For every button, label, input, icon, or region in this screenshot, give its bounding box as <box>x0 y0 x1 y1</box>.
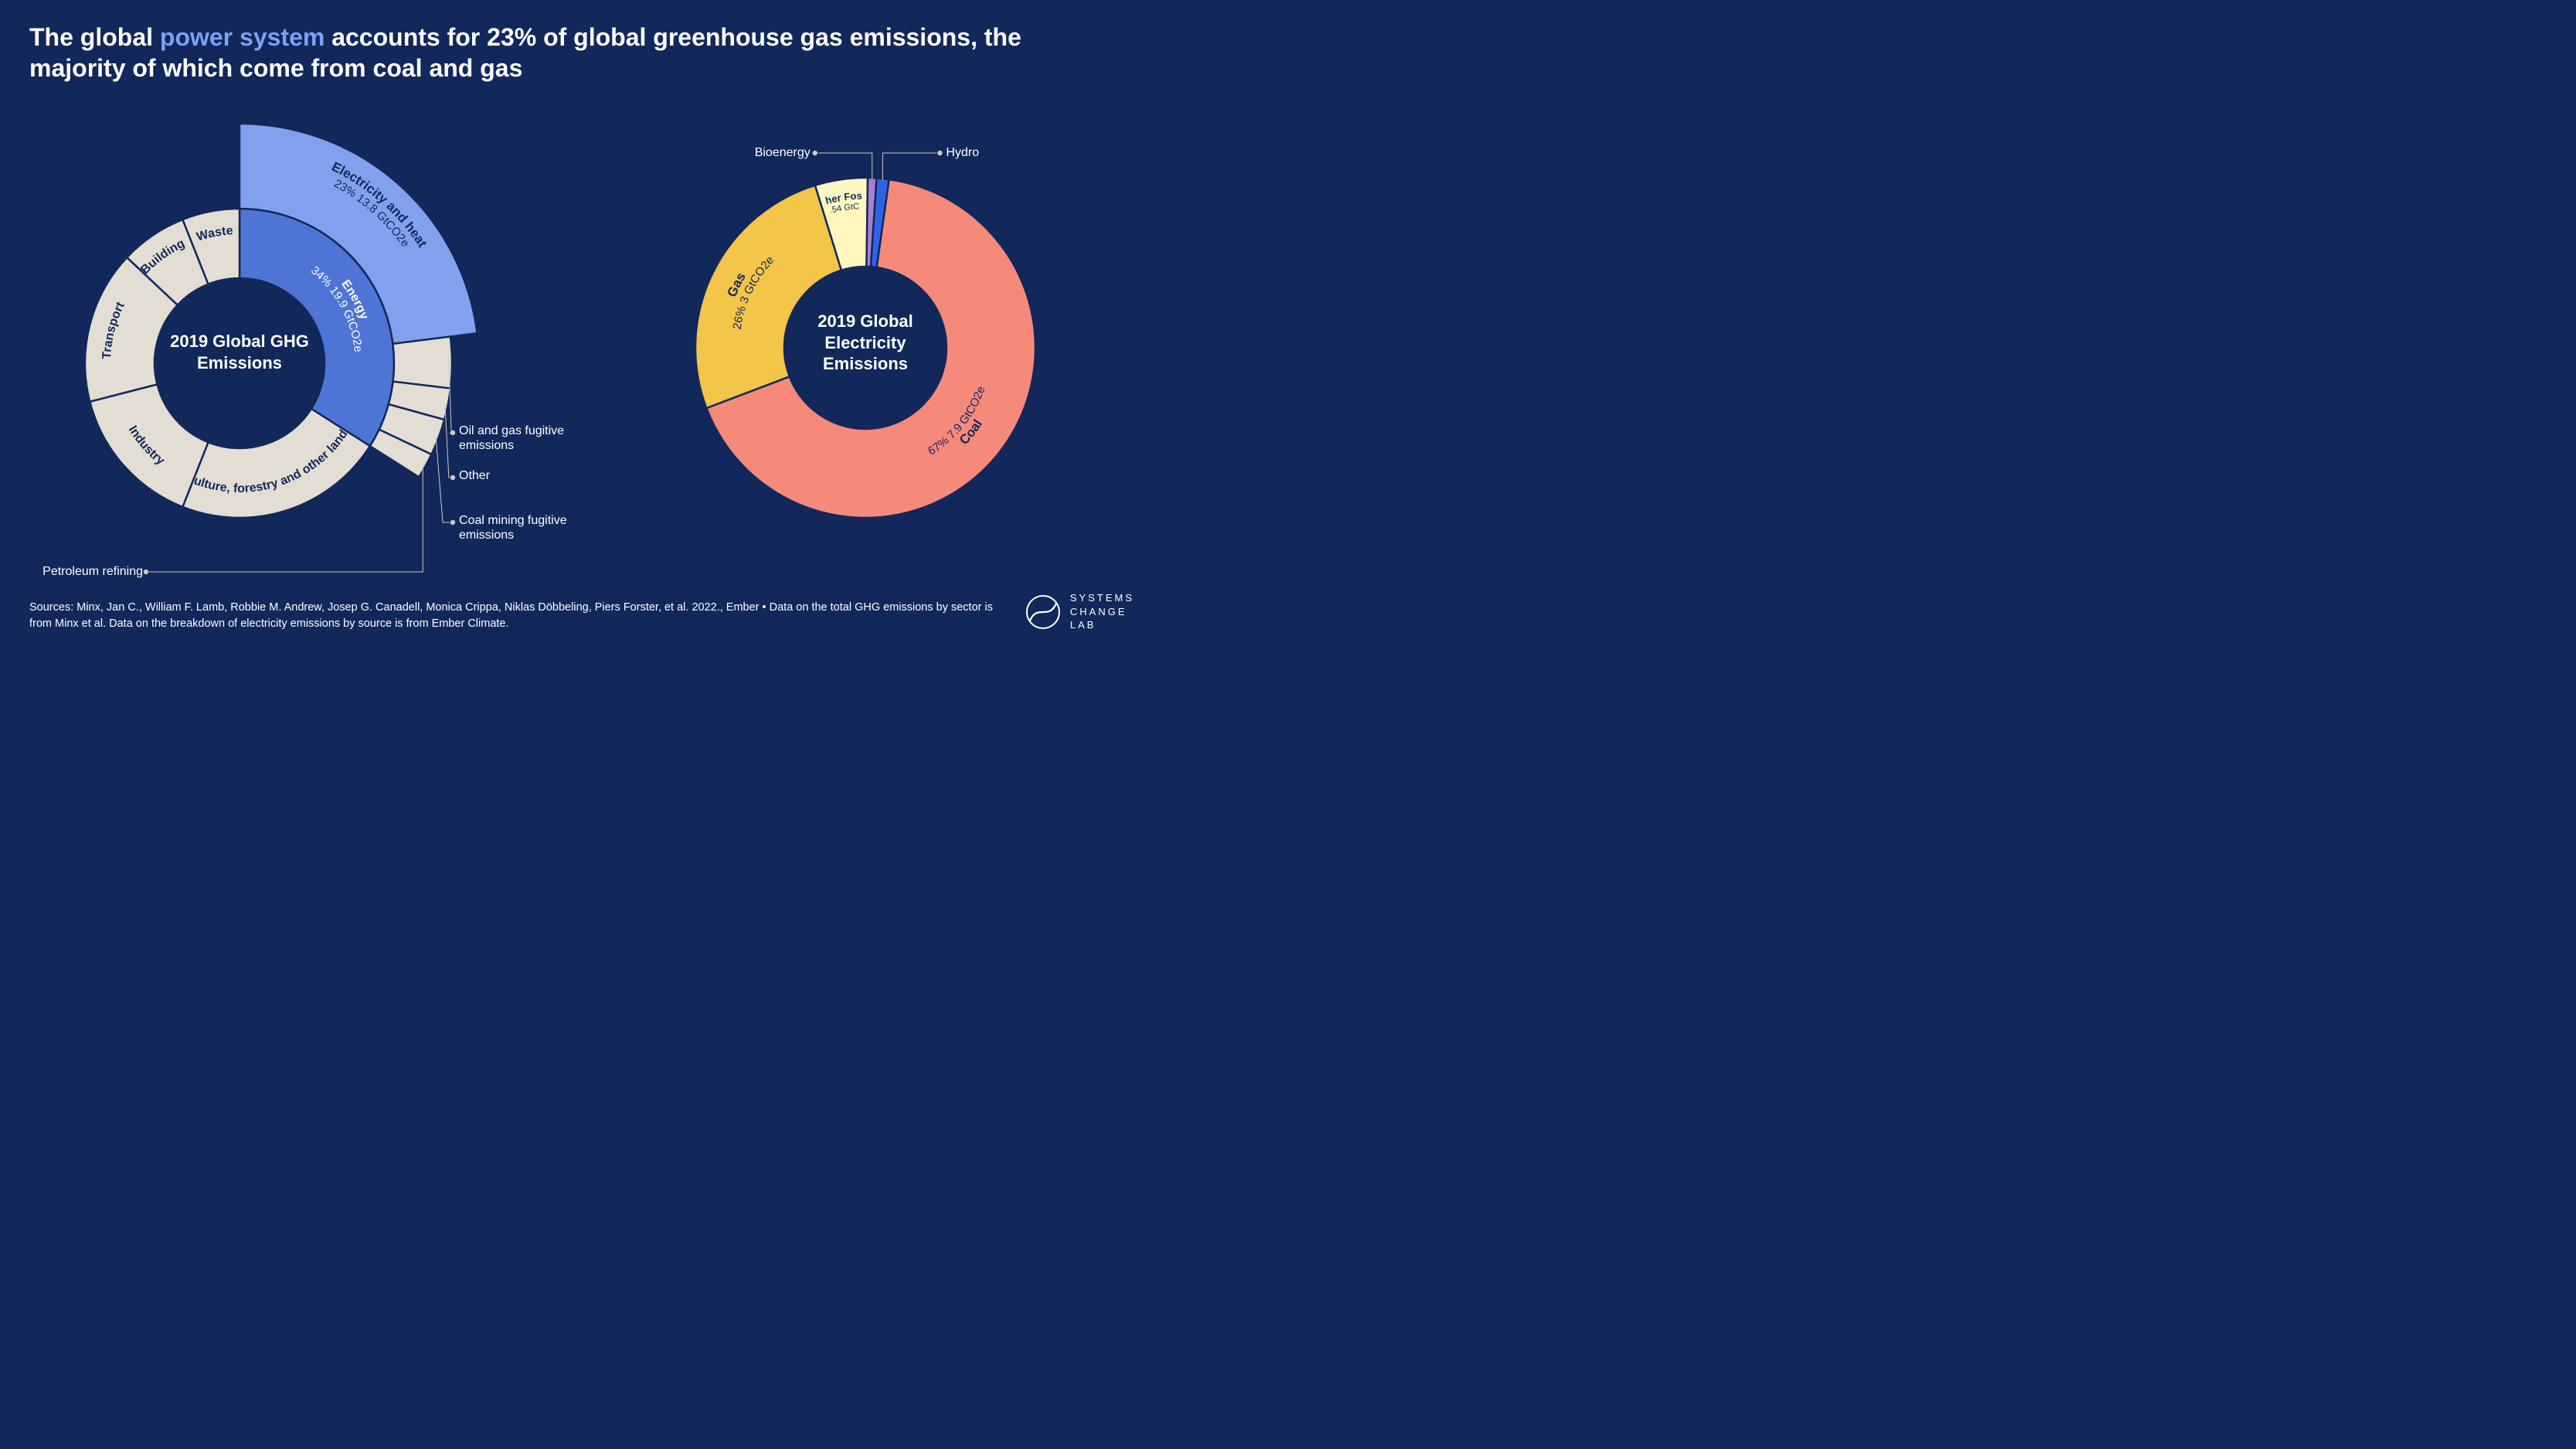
svg-text:Other Fossil: Other Fossil <box>657 0 862 206</box>
ext-label: Bioenergy <box>755 145 811 160</box>
logo-text: SYSTEMS CHANGE LAB <box>1070 591 1134 632</box>
logo-line3: LAB <box>1070 619 1096 631</box>
source-footer: Sources: Minx, Jan C., William F. Lamb, … <box>29 600 1004 632</box>
ext-label: Oil and gas fugitive emissions <box>459 423 598 453</box>
logo-line2: CHANGE <box>1070 606 1127 617</box>
ext-label: Coal mining fugitive emissions <box>459 513 598 543</box>
ext-label: Petroleum refining <box>42 564 143 579</box>
electricity-donut-chart: Coal67% 7.9 GtCO2eGas26% 3 GtCO2eOther F… <box>657 0 1151 587</box>
logo-line1: SYSTEMS <box>1070 592 1134 604</box>
ext-label: Hydro <box>946 145 979 160</box>
ext-label: Other <box>459 468 598 483</box>
logo-mark-icon <box>1025 594 1061 630</box>
ghg-sunburst-chart: Energy34% 19.9 GtCO2eAgriculture, forest… <box>0 0 603 634</box>
systems-change-lab-logo: SYSTEMS CHANGE LAB <box>1025 591 1134 632</box>
